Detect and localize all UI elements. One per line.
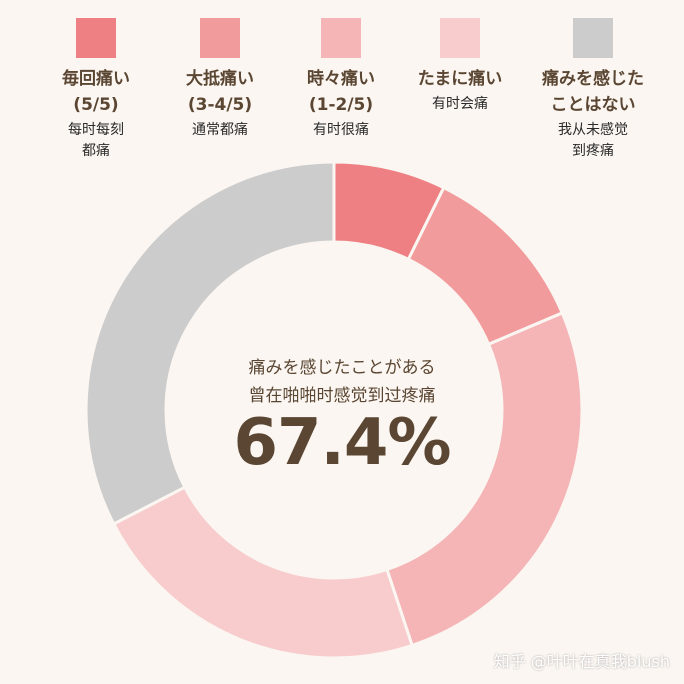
legend-label-jp: 痛みを感じた ことはない — [542, 69, 644, 115]
legend-label-cn: 有时会痛 — [432, 96, 488, 112]
legend-item-every-time: 毎回痛い (5/5) 每时每刻 都痛 — [31, 18, 161, 162]
legend-swatch — [200, 18, 240, 58]
chart-legend: 毎回痛い (5/5) 每时每刻 都痛 大抵痛い (3-4/5) 通常都痛 時々痛… — [0, 0, 684, 175]
legend-label-jp: 大抵痛い (3-4/5) — [186, 69, 254, 115]
legend-swatch — [440, 18, 480, 58]
legend-label-jp: 時々痛い (1-2/5) — [307, 69, 375, 115]
legend-swatch — [321, 18, 361, 58]
legend-label-cn: 有时很痛 — [313, 122, 369, 138]
legend-item-occasionally: たまに痛い 有时会痛 — [395, 18, 525, 115]
watermark: 知乎 @叶叶在真我blush — [493, 652, 670, 671]
donut-slice-5 — [84, 160, 336, 526]
legend-item-usually: 大抵痛い (3-4/5) 通常都痛 — [155, 18, 285, 141]
center-value: 67.4% — [233, 406, 451, 480]
legend-label-jp: 毎回痛い (5/5) — [62, 69, 130, 115]
donut-slice-2 — [406, 185, 565, 347]
center-label-jp: 痛みを感じたことがある — [248, 358, 436, 378]
legend-label-cn: 我从未感觉 到疼痛 — [558, 122, 628, 159]
legend-label-cn: 通常都痛 — [192, 122, 248, 138]
legend-swatch — [76, 18, 116, 58]
legend-swatch — [573, 18, 613, 58]
center-label-cn: 曾在啪啪时感觉到过疼痛 — [248, 386, 436, 406]
legend-item-never: 痛みを感じた ことはない 我从未感觉 到疼痛 — [528, 18, 658, 162]
donut-slice-4 — [111, 485, 415, 660]
donut-slice-3 — [385, 310, 584, 648]
legend-item-sometimes: 時々痛い (1-2/5) 有时很痛 — [276, 18, 406, 141]
legend-label-jp: たまに痛い — [417, 69, 503, 89]
legend-label-cn: 每时每刻 都痛 — [68, 122, 124, 159]
